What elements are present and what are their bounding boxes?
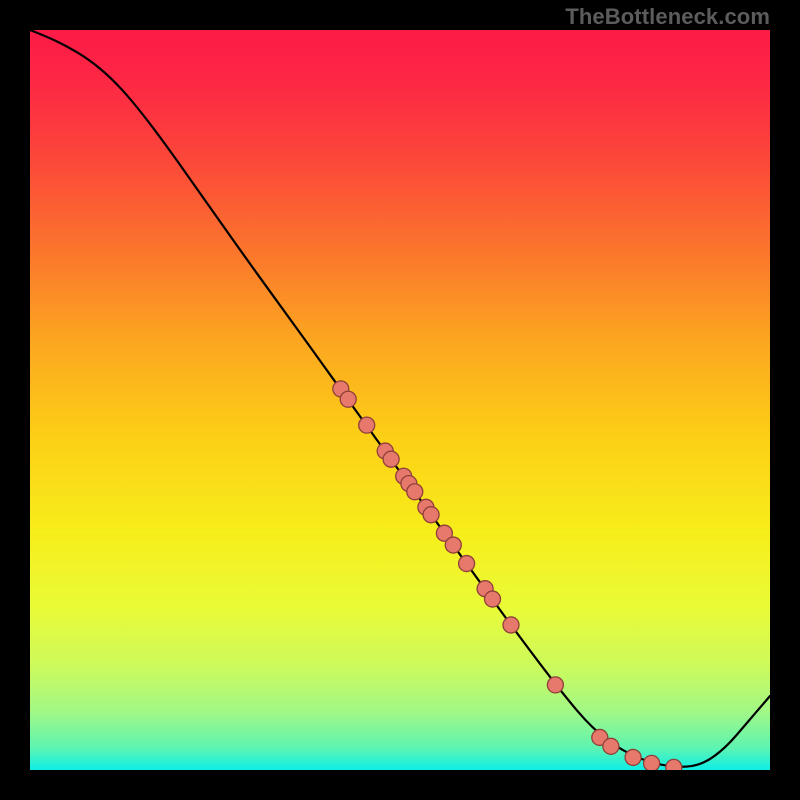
data-marker [503,617,519,633]
data-marker [485,591,501,607]
data-marker [625,749,641,765]
data-marker [459,556,475,572]
data-marker [603,738,619,754]
data-marker [383,451,399,467]
data-marker [445,537,461,553]
gradient-background [30,30,770,770]
watermark-label: TheBottleneck.com [565,4,770,30]
data-marker [644,755,660,770]
data-marker [359,417,375,433]
data-marker [423,507,439,523]
data-marker [547,677,563,693]
chart-frame: TheBottleneck.com [0,0,800,800]
plot-area [30,30,770,770]
data-marker [666,759,682,770]
chart-svg [30,30,770,770]
data-marker [340,391,356,407]
data-marker [407,484,423,500]
